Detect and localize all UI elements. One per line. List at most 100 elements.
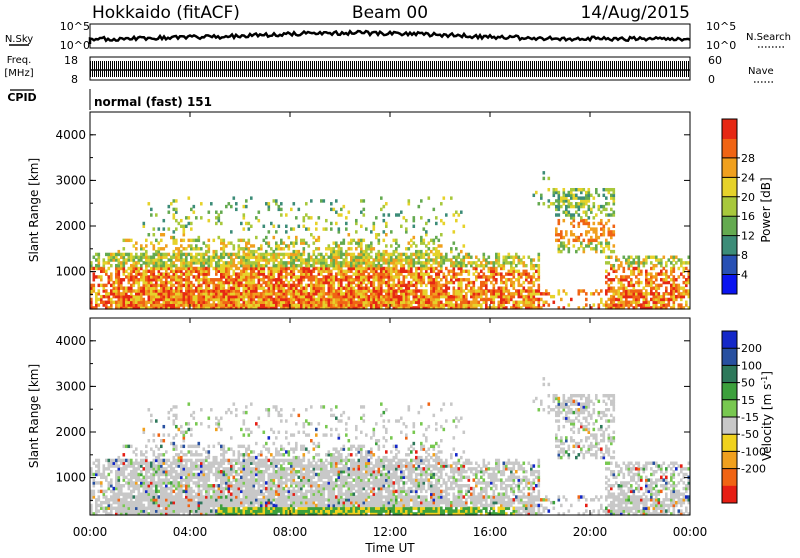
power-cell — [180, 244, 183, 247]
power-cell — [298, 270, 301, 273]
power-cell — [255, 284, 258, 287]
power-cell — [355, 230, 358, 233]
power-cell — [303, 216, 306, 219]
power-cell — [380, 264, 383, 267]
power-cell — [678, 275, 681, 278]
power-cell — [400, 225, 403, 228]
velocity-cell — [158, 490, 161, 493]
power-cell — [120, 278, 123, 281]
velocity-cell — [128, 473, 131, 476]
power-cell — [505, 256, 508, 259]
power-cell — [403, 275, 406, 278]
power-cell — [200, 284, 203, 287]
power-cell — [518, 270, 521, 273]
power-cell — [510, 261, 513, 264]
power-cell — [528, 281, 531, 284]
power-cell — [555, 199, 558, 202]
power-cell — [330, 222, 333, 225]
freq-label: Freq. — [7, 55, 32, 66]
power-cell — [158, 241, 161, 244]
power-cell — [683, 281, 686, 284]
power-cell — [278, 261, 281, 264]
velocity-cell — [143, 504, 146, 507]
power-cell — [140, 286, 143, 289]
power-cell — [93, 272, 96, 275]
velocity-cell — [140, 450, 143, 453]
power-cell — [450, 247, 453, 250]
power-cell — [348, 233, 351, 236]
power-cell — [133, 275, 136, 278]
power-cell — [405, 284, 408, 287]
power-cell — [235, 253, 238, 256]
power-cell — [305, 241, 308, 244]
power-cell — [290, 227, 293, 230]
velocity-cell — [163, 425, 166, 428]
power-cell — [308, 292, 311, 295]
power-cell — [175, 239, 178, 242]
power-cell — [108, 267, 111, 270]
power-cell — [110, 264, 113, 267]
velocity-cell — [155, 456, 158, 459]
power-cell — [395, 256, 398, 259]
power-cell — [275, 199, 278, 202]
power-cell — [570, 298, 573, 301]
power-cell — [560, 230, 563, 233]
power-cell — [580, 289, 583, 292]
power-cell — [245, 205, 248, 208]
power-cell — [378, 239, 381, 242]
power-cell — [393, 250, 396, 253]
power-cell — [150, 256, 153, 259]
power-cell — [268, 241, 271, 244]
velocity-cell — [93, 478, 96, 481]
power-cell — [383, 213, 386, 216]
power-cell — [575, 236, 578, 239]
power-cell — [428, 295, 431, 298]
power-cell — [608, 219, 611, 222]
power-cell — [575, 250, 578, 253]
power-cell — [103, 295, 106, 298]
power-cell — [173, 236, 176, 239]
velocity-cell — [113, 507, 116, 510]
power-cell — [638, 278, 641, 281]
power-cell — [303, 239, 306, 242]
velocity-cell — [168, 478, 171, 481]
power-cell — [160, 239, 163, 242]
power-cell — [375, 233, 378, 236]
power-cell — [345, 250, 348, 253]
power-cell — [318, 247, 321, 250]
power-cell — [418, 295, 421, 298]
power-cell — [143, 270, 146, 273]
nave-tick-top: 60 — [708, 54, 722, 67]
power-cell — [203, 289, 206, 292]
power-cell — [420, 261, 423, 264]
power-cell — [610, 250, 613, 253]
power-cell — [635, 289, 638, 292]
power-cell — [208, 278, 211, 281]
power-cell — [678, 303, 681, 306]
power-cell — [103, 301, 106, 304]
power-cell — [403, 264, 406, 267]
power-cell — [215, 303, 218, 306]
power-cell — [453, 230, 456, 233]
power-cell — [325, 298, 328, 301]
power-cell — [605, 213, 608, 216]
power-cell — [425, 244, 428, 247]
power-cell — [415, 250, 418, 253]
power-cell — [418, 289, 421, 292]
power-cell — [240, 222, 243, 225]
power-cell — [425, 222, 428, 225]
power-cell — [343, 270, 346, 273]
power-cell — [575, 202, 578, 205]
power-cell — [555, 213, 558, 216]
power-cell — [238, 244, 241, 247]
power-cell — [138, 267, 141, 270]
power-cell — [438, 281, 441, 284]
velocity-cell — [110, 490, 113, 493]
power-cell — [130, 239, 133, 242]
power-cell — [460, 258, 463, 261]
velocity-cell — [163, 467, 166, 470]
power-cell — [473, 267, 476, 270]
nsearch-tick-bottom: 10^0 — [706, 39, 736, 52]
power-cell — [213, 239, 216, 242]
power-cell — [308, 284, 311, 287]
